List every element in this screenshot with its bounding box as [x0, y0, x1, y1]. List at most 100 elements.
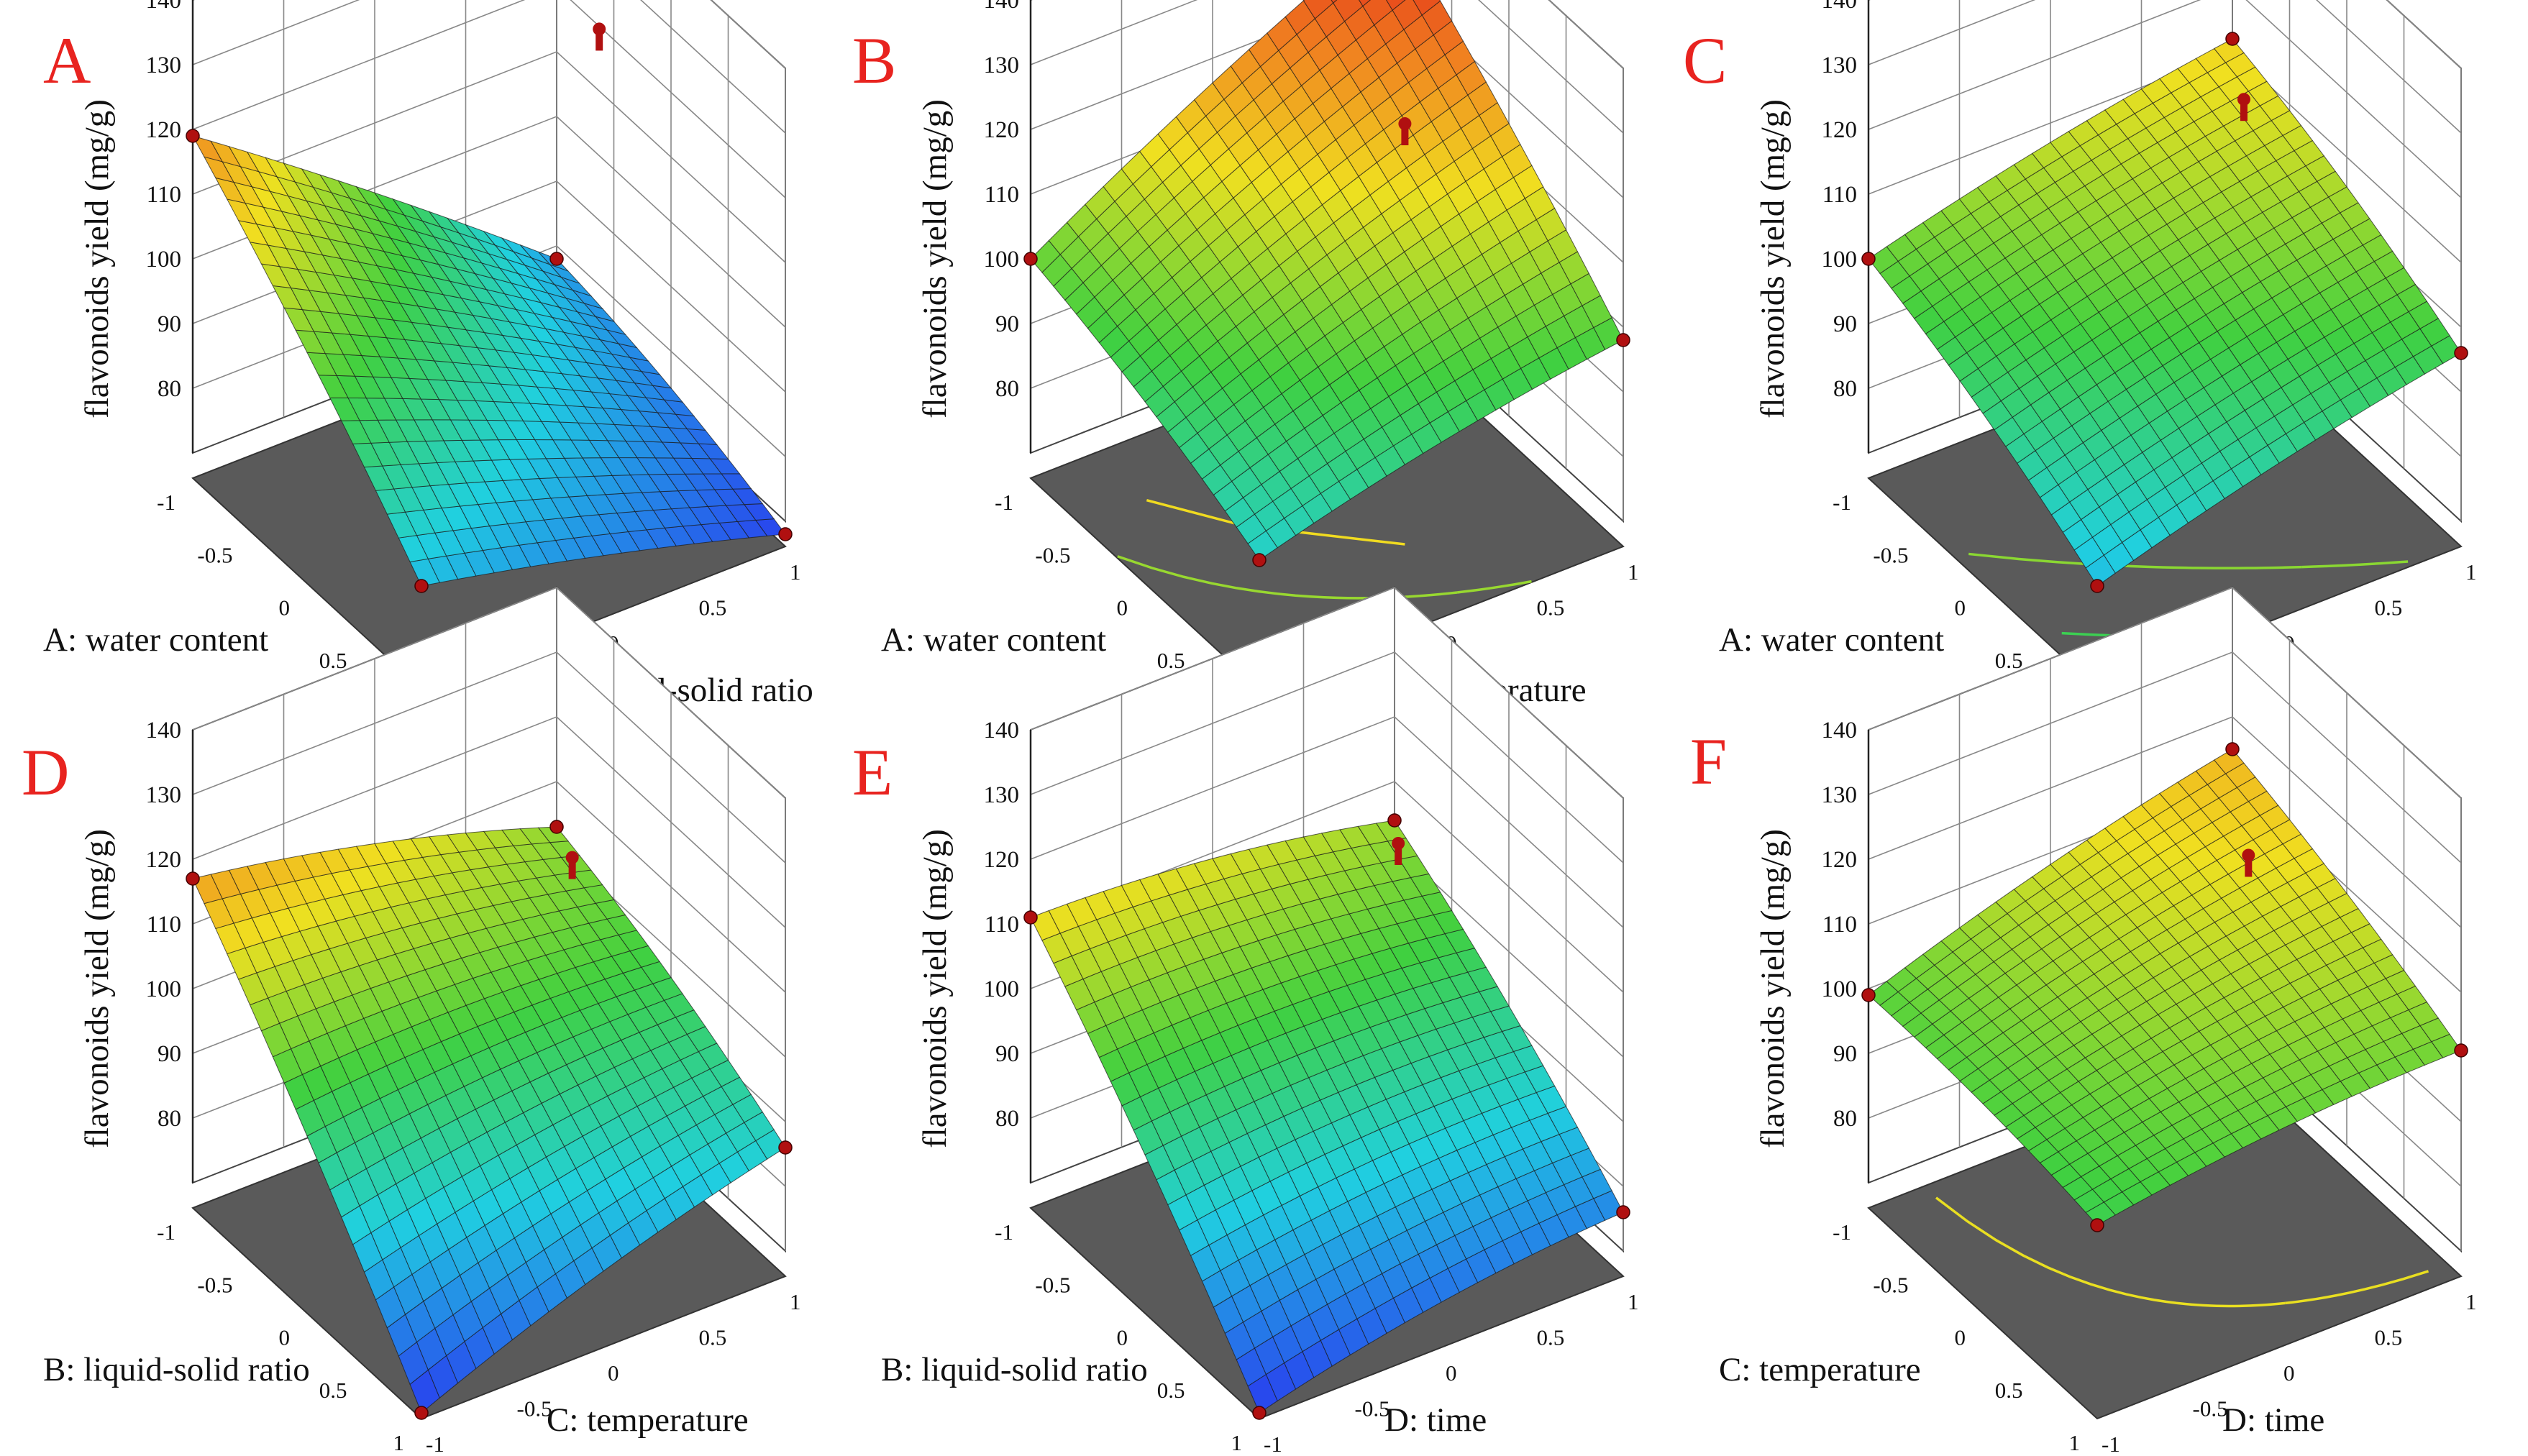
z-tick-label: 140 [146, 718, 182, 743]
z-tick-labels: 80 90 100 110 120 130 140 [984, 718, 1020, 1132]
design-point [1023, 910, 1038, 925]
x-tick-label: 0.5 [1157, 648, 1185, 673]
design-point [1861, 252, 1876, 266]
x-tick-label: -0.5 [1035, 1272, 1070, 1297]
contour-line [1117, 555, 1458, 600]
design-point [1252, 553, 1267, 567]
x-tick-label: 0 [1955, 1325, 1966, 1350]
design-point [565, 851, 579, 864]
z-tick-labels: 80 90 100 110 120 130 140 [1822, 0, 1858, 402]
design-point [1392, 836, 1405, 850]
y-tick-label: 0 [1446, 1360, 1457, 1386]
z-tick-label: 110 [985, 912, 1019, 938]
x-tick-label: 0.5 [1157, 1378, 1185, 1403]
z-tick-label: 90 [1833, 311, 1857, 337]
y-tick-label: 1 [790, 1289, 801, 1314]
z-tick-label: 120 [146, 847, 182, 873]
x-tick-label: -1 [995, 490, 1013, 515]
design-point [186, 871, 200, 886]
x-tick-label: 0 [1117, 1325, 1128, 1350]
design-point [778, 527, 793, 541]
panel-letter: B [852, 24, 896, 97]
center-replicates [596, 29, 603, 51]
z-axis-label: flavonoids yield (mg/g) [78, 99, 116, 418]
x-tick-label: 0.5 [319, 648, 347, 673]
z-gridline [192, 0, 786, 134]
center-replicates [1401, 124, 1409, 146]
contour-lines [1935, 1196, 2429, 1308]
z-tick-labels: 80 90 100 110 120 130 140 [146, 0, 182, 402]
z-tick-label: 80 [995, 376, 1019, 402]
design-point [2454, 346, 2468, 360]
z-tick-label: 100 [146, 247, 182, 273]
z-tick-label: 80 [1833, 376, 1857, 402]
x-axis-label: A: water content [1719, 621, 1944, 659]
response-surface [1868, 748, 2462, 1226]
design-point [2237, 93, 2250, 106]
y-axis-label: C: temperature [547, 1401, 749, 1439]
z-tick-label: 120 [984, 117, 1020, 143]
x-tick-label: 0 [279, 595, 291, 621]
x-tick-label: -1 [157, 1219, 175, 1245]
y-tick-label: -0.5 [2193, 1396, 2228, 1421]
x-tick-label: -0.5 [197, 1272, 232, 1297]
center-replicates [568, 857, 576, 879]
z-gridline [1030, 0, 1624, 198]
x-tick-label: -0.5 [1873, 542, 1908, 567]
design-point [186, 129, 200, 143]
design-points [1023, 813, 1630, 1420]
x-tick-label: 0 [1955, 595, 1966, 621]
y-tick-label: 0.5 [699, 595, 727, 621]
design-points [1861, 32, 2468, 593]
y-tick-label: 0.5 [1537, 595, 1565, 621]
x-tick-label: 0.5 [319, 1378, 347, 1403]
x-axis-label: A: water content [43, 621, 268, 659]
y-tick-label: 0.5 [2375, 1325, 2403, 1350]
design-points [186, 820, 793, 1420]
contour-line [2301, 560, 2409, 569]
design-point [549, 820, 564, 834]
response-surface [1030, 820, 1624, 1414]
z-tick-label: 100 [1822, 976, 1858, 1002]
x-tick-label: -0.5 [197, 542, 232, 567]
design-point [414, 579, 429, 593]
y-tick-label: -1 [1264, 1432, 1282, 1456]
ground-tick-labels: -1 -0.5 0 0.5 1 -1 -0.5 0 0.5 1 [1833, 1219, 2476, 1456]
design-point [1252, 1406, 1267, 1420]
surface-cell [1413, 0, 1441, 16]
y-tick-label: 1 [790, 559, 801, 585]
design-point [1398, 117, 1412, 131]
chart-panel-E: 80 90 100 110 120 130 140 -1 -0.5 0 0.5 1 -1 -0.5 0 0.5… [852, 585, 1639, 1456]
z-tick-label: 140 [984, 0, 1020, 14]
surface-cell [2213, 748, 2245, 774]
z-tick-label: 90 [158, 1041, 181, 1067]
center-replicates [1395, 843, 1402, 865]
x-tick-label: 0.5 [1995, 1378, 2023, 1403]
y-tick-label: 1 [2465, 559, 2477, 585]
z-tick-label: 130 [1822, 782, 1858, 808]
y-tick-label: 0.5 [1537, 1325, 1565, 1350]
chart-panel-C: 8090100110120130140-1-0.500.51-1-0.500.5… [1683, 0, 2477, 727]
x-tick-label: 0 [1117, 595, 1128, 621]
x-tick-label: 0 [279, 1325, 291, 1350]
panel-letter: F [1690, 725, 1727, 798]
z-tick-label: 100 [1822, 247, 1858, 273]
z-tick-labels: 80 90 100 110 120 130 140 [1822, 718, 1858, 1132]
design-points [1861, 742, 2468, 1232]
x-tick-label: -1 [1833, 490, 1851, 515]
surface-cell [1331, 0, 1338, 4]
z-tick-label: 140 [146, 0, 182, 14]
z-tick-label: 100 [984, 247, 1020, 273]
ground-tick-labels: -1 -0.5 0 0.5 1 -1 -0.5 0 0.5 1 [157, 1219, 800, 1456]
z-tick-label: 110 [1822, 182, 1857, 208]
design-point [1387, 813, 1402, 828]
z-tick-label: 110 [147, 182, 181, 208]
x-axis-label: C: temperature [1719, 1351, 1921, 1388]
y-axis-label: D: time [1384, 1401, 1487, 1439]
z-tick-label: 100 [146, 976, 182, 1002]
z-tick-label: 130 [146, 782, 182, 808]
response-surface [192, 826, 786, 1414]
y-tick-label: 0.5 [699, 1325, 727, 1350]
z-tick-label: 90 [1833, 1041, 1857, 1067]
response-surface [191, 135, 786, 587]
